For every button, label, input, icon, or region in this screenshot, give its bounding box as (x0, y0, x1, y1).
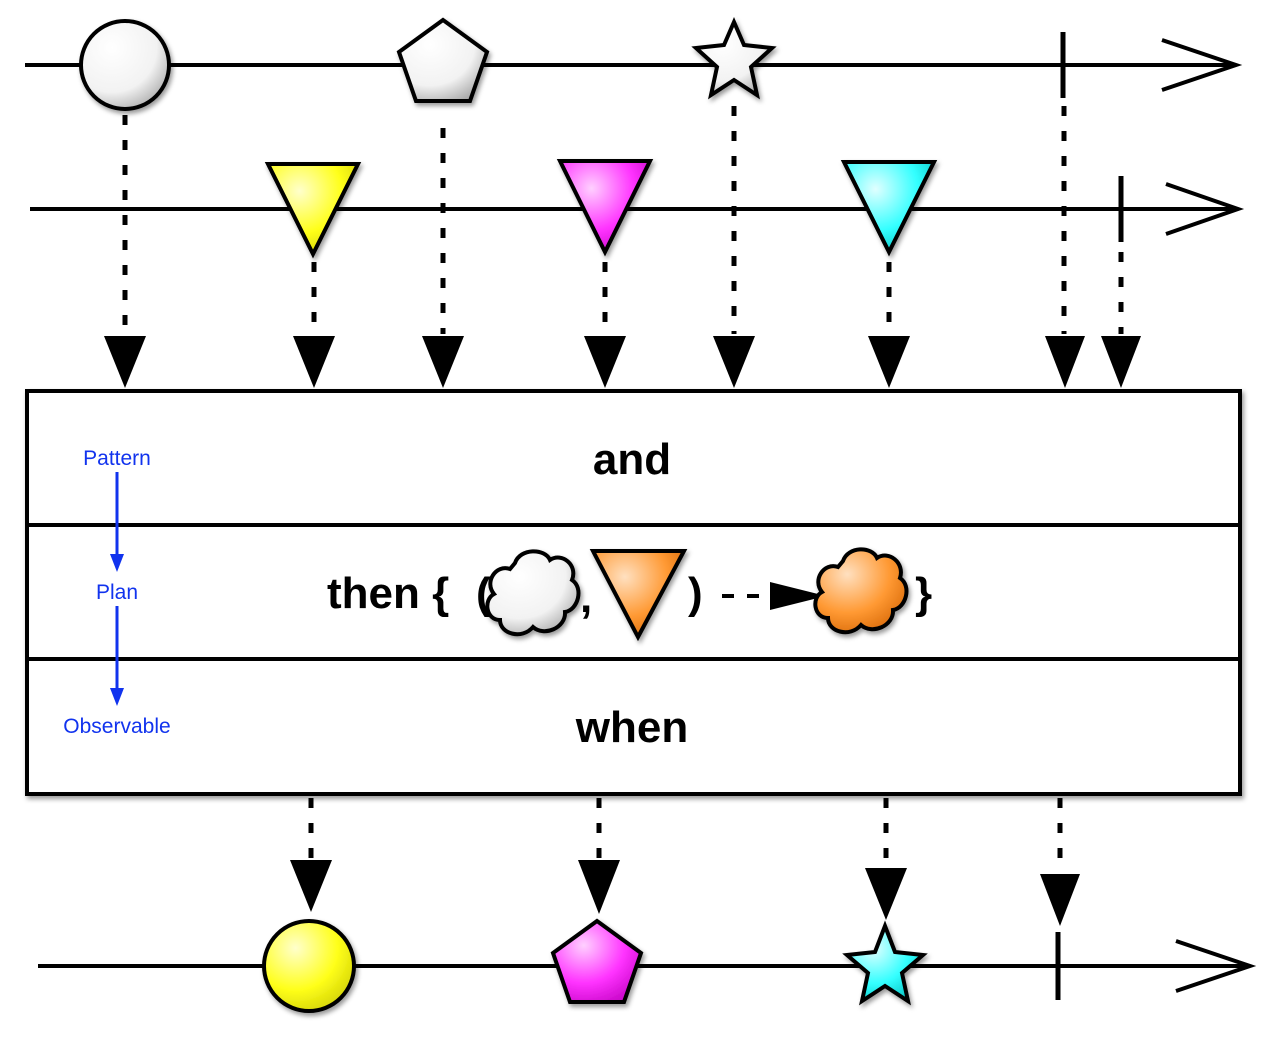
then-close-paren: ) (688, 569, 703, 618)
operator-then-label: then { (327, 569, 449, 618)
operator-box: and when then { ( , ) } Pattern Plan Obs… (25, 389, 1242, 796)
stream-b-item-yellow-triangle (264, 162, 362, 259)
arrow-out2-head (578, 860, 620, 914)
side-label-pattern: Pattern (83, 447, 151, 470)
side-arrow-2-head (110, 688, 124, 706)
arrow-b-complete-head (1101, 336, 1141, 388)
output-arrowheads (290, 860, 1080, 926)
side-label-observable: Observable (63, 715, 170, 738)
arrow-b3-head (868, 336, 910, 388)
stream-a (25, 16, 1243, 111)
then-close-brace: } (915, 569, 932, 618)
stream-a-arrowhead (1161, 38, 1243, 92)
arrow-a2-head (422, 336, 464, 388)
operator-then-row: then { ( , ) } (327, 547, 932, 642)
input-arrowheads (104, 336, 1141, 388)
stream-b-item-cyan-triangle (840, 160, 938, 257)
stream-b-arrowhead (1165, 182, 1245, 236)
operator-and-label: and (593, 435, 671, 484)
side-flow: Pattern Plan Observable (63, 447, 170, 738)
stream-a-item-circle (79, 19, 171, 111)
output-stream (38, 918, 1257, 1013)
output-item-cyan-star (842, 920, 928, 1006)
arrow-b1-head (293, 336, 335, 388)
stream-a-item-star (691, 16, 777, 100)
stream-b-item-magenta-triangle (556, 159, 654, 257)
stream-a-item-pentagon (396, 17, 490, 103)
side-label-plan: Plan (96, 581, 138, 604)
output-arrowhead (1175, 939, 1257, 993)
then-white-cloud-icon (485, 549, 581, 637)
output-item-magenta-pentagon (550, 918, 644, 1004)
operator-when-label: when (575, 703, 688, 752)
stream-b (30, 159, 1245, 259)
then-arrow-head (770, 582, 826, 610)
then-orange-cloud-icon (813, 547, 909, 635)
arrow-out-complete-head (1040, 874, 1080, 926)
output-arrows (308, 798, 1063, 872)
arrow-out1-head (290, 860, 332, 912)
side-arrow-1-head (110, 554, 124, 572)
input-arrows (122, 106, 1124, 334)
output-item-yellow-circle (262, 919, 356, 1013)
then-comma: , (580, 573, 592, 622)
arrow-a1-head (104, 336, 146, 388)
arrow-a-complete-head (1045, 336, 1085, 388)
arrow-out3-head (865, 868, 907, 920)
then-orange-triangle-icon (589, 549, 688, 642)
arrow-b2-head (584, 336, 626, 388)
arrow-a3-head (713, 336, 755, 388)
